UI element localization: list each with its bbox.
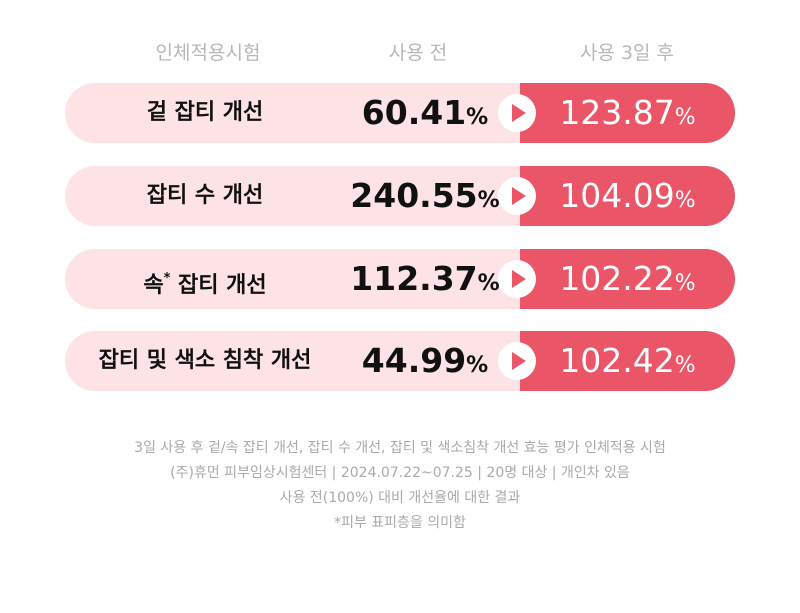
before-value: 240.55% — [325, 166, 525, 226]
footnote: 사용 전(100%) 대비 개선율에 대한 결과 — [279, 490, 521, 506]
arrow-icon — [498, 260, 536, 298]
unit: % — [674, 188, 696, 213]
row-label: 잡티 및 색소 침착 개선 — [65, 331, 345, 391]
after-value: 102.22% — [520, 249, 735, 309]
after-value: 104.09% — [520, 166, 735, 226]
row-label: 속* 잡티 개선 — [65, 249, 345, 309]
after-panel — [520, 166, 735, 226]
unit: % — [674, 353, 696, 378]
value: 104.09 — [559, 176, 675, 215]
footnote: 3일 사용 후 겉/속 잡티 개선, 잡티 수 개선, 잡티 및 색소침착 개선… — [134, 440, 666, 456]
row-label: 겉 잡티 개선 — [65, 83, 345, 143]
value: 123.87 — [559, 93, 675, 132]
result-row: 겉 잡티 개선 60.41% 123.87% — [65, 83, 735, 143]
footnote: *피부 표피층을 의미함 — [334, 515, 466, 531]
value: 112.37 — [350, 259, 478, 298]
unit: % — [477, 188, 500, 213]
row-label: 잡티 수 개선 — [65, 166, 345, 226]
unit: % — [466, 105, 489, 130]
arrow-icon — [498, 177, 536, 215]
value: 240.55 — [350, 176, 478, 215]
after-panel — [520, 249, 735, 309]
value: 44.99 — [361, 341, 467, 380]
before-value: 112.37% — [325, 249, 525, 309]
after-panel — [520, 331, 735, 391]
unit: % — [477, 271, 500, 296]
value: 60.41 — [361, 93, 467, 132]
result-row: 잡티 및 색소 침착 개선 44.99% 102.42% — [65, 331, 735, 391]
after-value: 102.42% — [520, 331, 735, 391]
unit: % — [674, 105, 696, 130]
label-text: 겉 잡티 개선 — [146, 100, 264, 125]
value: 102.42 — [559, 341, 675, 380]
unit: % — [466, 353, 489, 378]
result-row: 속* 잡티 개선 112.37% 102.22% — [65, 249, 735, 309]
after-value: 123.87% — [520, 83, 735, 143]
header-label: 인체적용시험 — [155, 42, 261, 64]
label-text: 잡티 수 개선 — [146, 183, 264, 208]
label-text: 잡티 및 색소 침착 개선 — [98, 348, 312, 373]
before-value: 60.41% — [325, 83, 525, 143]
unit: % — [674, 271, 696, 296]
value: 102.22 — [559, 259, 675, 298]
before-value: 44.99% — [325, 331, 525, 391]
header-label: 사용 3일 후 — [579, 42, 675, 64]
arrow-icon — [498, 94, 536, 132]
arrow-icon — [498, 342, 536, 380]
label-mark: * — [163, 271, 171, 286]
label-text: 잡티 개선 — [178, 273, 267, 298]
label-text: 속 — [143, 273, 164, 298]
footnote: (주)휴먼 피부임상시험센터 | 2024.07.22~07.25 | 20명 … — [170, 465, 630, 481]
after-panel — [520, 83, 735, 143]
header-label: 사용 전 — [388, 42, 448, 64]
result-row: 잡티 수 개선 240.55% 104.09% — [65, 166, 735, 226]
